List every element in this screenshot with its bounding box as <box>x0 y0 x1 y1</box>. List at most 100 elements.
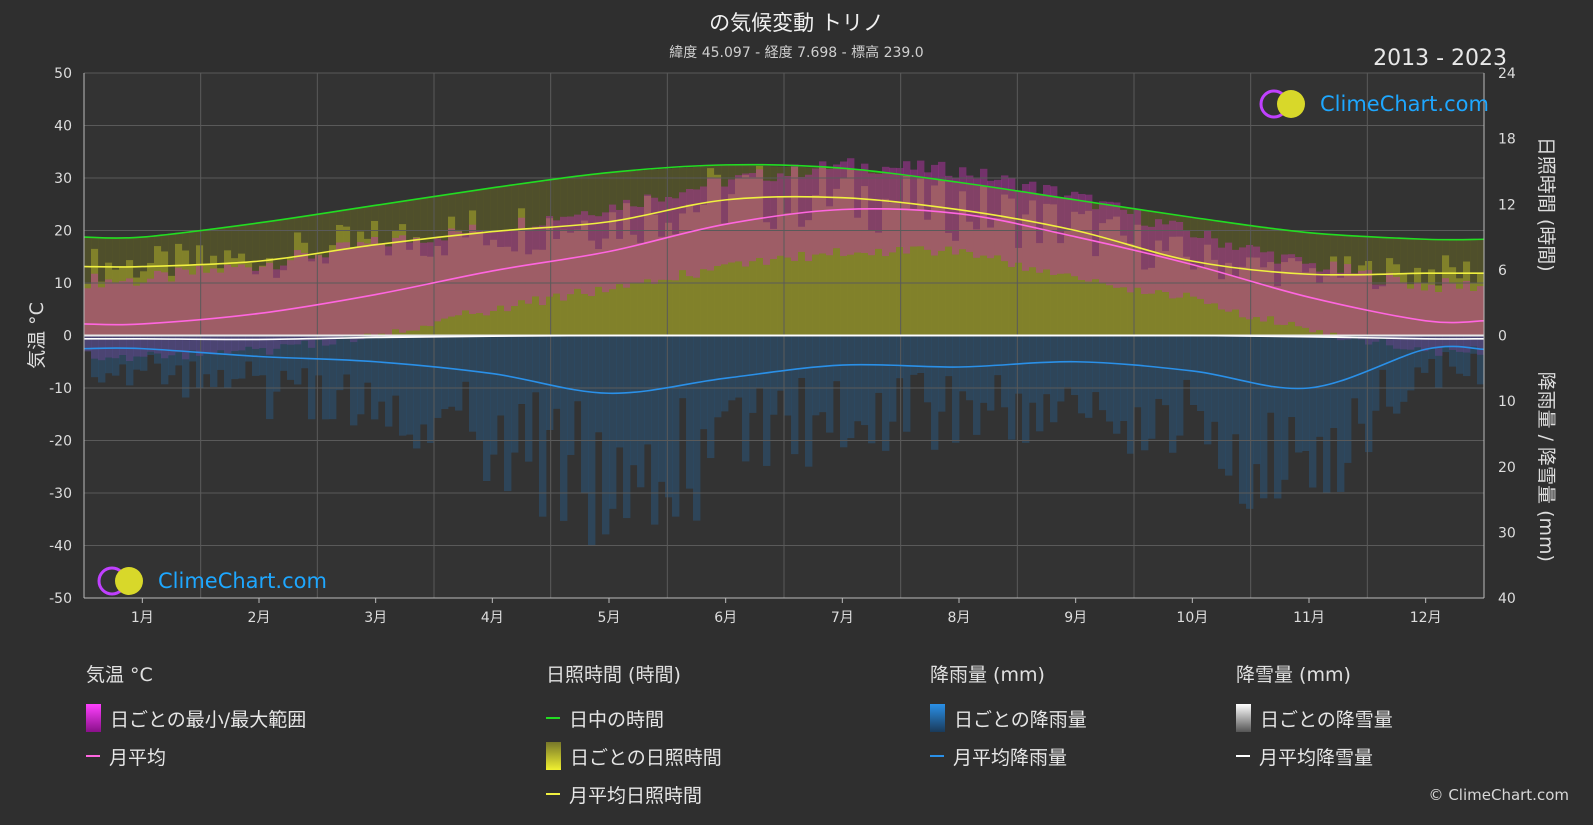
rain-band <box>427 335 435 443</box>
temp-range-band <box>119 281 127 356</box>
rain-band <box>854 335 862 422</box>
temp-range-band <box>1204 230 1212 304</box>
line-swatch-icon <box>86 755 100 757</box>
temp-range-band <box>854 170 862 253</box>
temp-range-band <box>1071 191 1079 277</box>
sunshine-band <box>735 178 743 336</box>
series-lines <box>83 163 1485 395</box>
sunshine-band <box>546 218 554 336</box>
sunshine-band <box>1008 198 1016 336</box>
temp-range-band <box>1120 209 1128 288</box>
sunshine-band <box>1365 260 1373 336</box>
rain-band <box>238 335 246 379</box>
temp-range-band <box>1085 194 1093 282</box>
x-tick-label: 3月 <box>364 610 387 626</box>
logo-top[interactable]: ClimeChart.com <box>1258 88 1489 120</box>
rain-band <box>798 335 806 378</box>
temp-range-band <box>623 199 631 288</box>
rain-band <box>217 335 225 370</box>
temp-range-band <box>679 192 687 271</box>
x-tick-label: 2月 <box>248 610 271 626</box>
rain-band <box>413 335 421 449</box>
rain-band <box>1022 335 1030 443</box>
temp-range-band <box>973 178 981 258</box>
sunshine-band <box>875 232 883 336</box>
temp-range-band <box>553 220 561 294</box>
temp-range-band <box>791 164 799 261</box>
rain-band <box>189 335 197 362</box>
temp-range-band <box>434 238 442 322</box>
x-tick-label: 8月 <box>948 610 971 626</box>
temperature-avg-line <box>83 207 1485 326</box>
y2-tick-label: 12 <box>1498 197 1516 213</box>
sunshine-band <box>1204 244 1212 336</box>
sunshine-band <box>1302 272 1310 336</box>
temp-range-band <box>364 243 372 334</box>
rain-avg-line <box>83 345 1485 395</box>
sunshine-band <box>749 177 757 336</box>
rain-band <box>819 335 827 413</box>
temp-range-band <box>896 167 904 247</box>
sunshine-band <box>210 255 218 336</box>
rain-band <box>609 335 617 509</box>
rain-band <box>448 335 456 407</box>
sunshine-band <box>1435 285 1443 336</box>
temp-range-band <box>315 255 323 340</box>
temp-range-band <box>378 243 386 334</box>
sunshine-band <box>140 271 148 336</box>
rain-band <box>1365 335 1373 453</box>
legend-item: 月平均降雨量 <box>930 737 1087 775</box>
sunshine-avg-line <box>83 195 1485 276</box>
temp-range-band <box>1316 271 1324 331</box>
rain-band <box>1001 335 1009 408</box>
temp-range-band <box>700 186 708 270</box>
logo-bottom[interactable]: ClimeChart.com <box>96 565 327 597</box>
temp-range-band <box>1358 270 1366 340</box>
rain-band <box>1162 335 1170 406</box>
temp-range-band <box>980 168 988 256</box>
temp-range-band <box>217 272 225 351</box>
temp-range-band <box>1330 261 1338 333</box>
sunshine-band <box>406 249 414 336</box>
sunshine-band <box>861 186 869 336</box>
temp-range-band <box>413 237 421 331</box>
temp-range-band <box>1400 282 1408 350</box>
y2-axis-title: 日照時間 (時間) <box>1535 137 1557 272</box>
range-swatch-icon <box>546 742 561 770</box>
rain-band <box>1267 335 1275 413</box>
sunshine-band <box>1134 224 1142 336</box>
temp-range-band <box>1043 184 1051 270</box>
temp-range-band <box>546 216 554 297</box>
sunshine-band <box>840 177 848 336</box>
legend-snow: 降雪量 (mm) 日ごとの降雪量 月平均降雪量 <box>1236 660 1393 775</box>
rain-band <box>196 335 204 389</box>
y2-tick-label: 6 <box>1498 263 1507 279</box>
temp-range-band <box>749 173 757 262</box>
y-tick-label: -10 <box>49 381 72 397</box>
rain-band <box>1400 335 1408 402</box>
y3-axis-title: 降雨量 / 降雪量 (mm) <box>1535 372 1557 562</box>
range-swatch-icon <box>1236 704 1251 732</box>
sunshine-band <box>966 221 974 336</box>
sunshine-band <box>1393 264 1401 336</box>
rain-band <box>560 335 568 521</box>
temp-range-band <box>1414 282 1422 348</box>
sunshine-band <box>126 260 134 336</box>
temp-range-band <box>238 264 246 351</box>
temp-range-band <box>441 240 449 319</box>
rain-band <box>385 335 393 427</box>
sunshine-band <box>847 169 855 336</box>
sunshine-band <box>672 234 680 336</box>
sunshine-band <box>952 240 960 336</box>
rain-band <box>1330 335 1338 428</box>
sunshine-band <box>567 232 575 336</box>
sunshine-band <box>1470 283 1478 336</box>
temp-range-band <box>833 164 841 249</box>
sunshine-band <box>1358 265 1366 336</box>
temp-range-band <box>735 175 743 262</box>
temp-range-band <box>1022 184 1030 271</box>
temp-range-band <box>469 224 477 314</box>
rain-band <box>679 335 687 399</box>
temp-range-band <box>1246 245 1254 320</box>
sunshine-band <box>910 208 918 336</box>
